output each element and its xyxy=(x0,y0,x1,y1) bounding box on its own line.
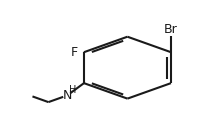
Text: H: H xyxy=(69,85,76,95)
Text: F: F xyxy=(71,46,78,59)
Text: N: N xyxy=(63,89,72,102)
Text: Br: Br xyxy=(164,23,178,36)
